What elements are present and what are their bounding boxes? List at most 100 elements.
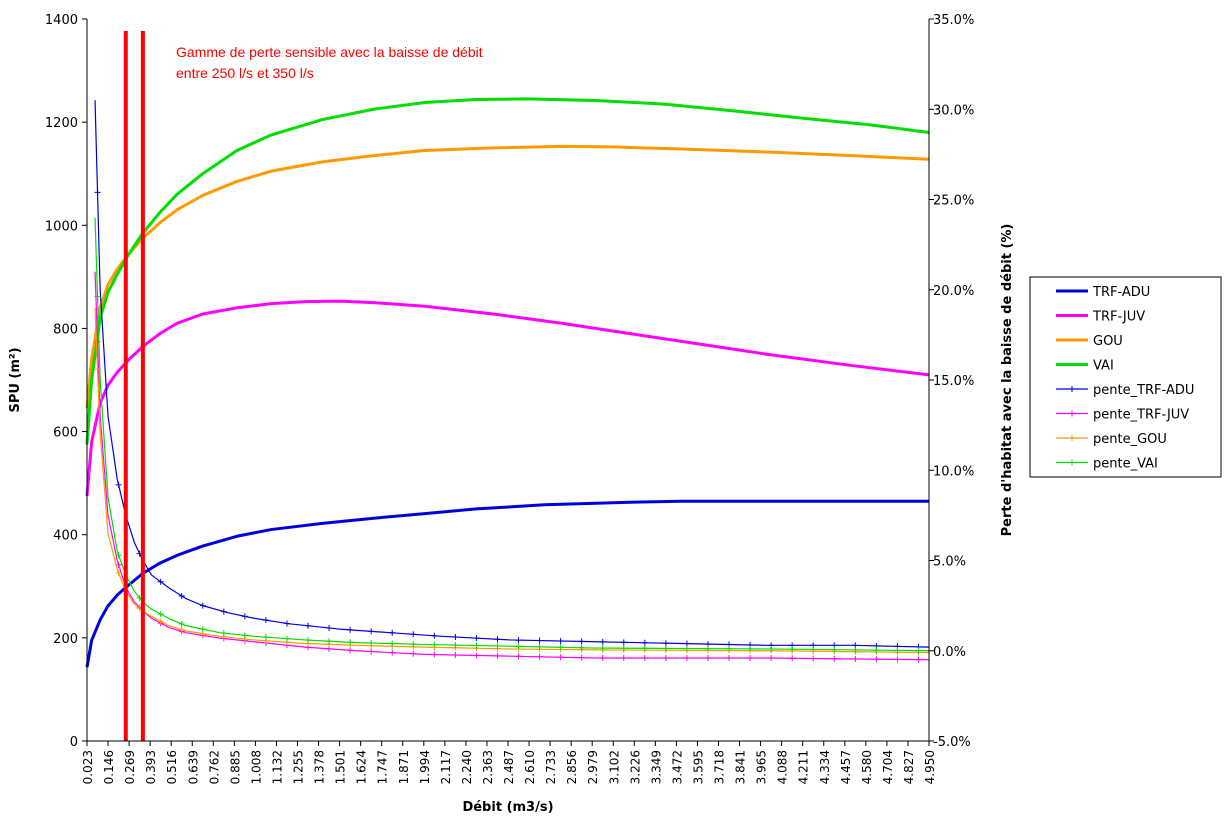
- point-marker-pente-gou: [157, 618, 164, 625]
- x-tick-label: 1.132: [270, 750, 284, 784]
- y-tick-label: 1400: [45, 13, 78, 28]
- point-marker-pente-trf-juv: [494, 652, 501, 659]
- point-marker-pente-vai: [578, 644, 585, 651]
- point-marker-pente-trf-adu: [620, 639, 627, 646]
- point-marker-pente-vai: [431, 641, 438, 648]
- series-line-pente-gou: [94, 307, 930, 654]
- x-tick-label: 3.349: [649, 750, 663, 784]
- point-marker-pente-vai: [115, 552, 122, 559]
- point-marker-pente-vai: [873, 647, 880, 654]
- x-tick-label: 4.211: [797, 750, 811, 784]
- legend-marker-pente-trf-adu: [1069, 386, 1075, 392]
- point-marker-pente-trf-adu: [262, 617, 269, 624]
- x-tick-label: 1.008: [249, 750, 263, 784]
- point-marker-pente-trf-juv: [683, 654, 690, 661]
- point-marker-pente-trf-juv: [389, 649, 396, 656]
- point-marker-pente-trf-adu: [368, 628, 375, 635]
- x-tick-label: 1.501: [334, 750, 348, 784]
- point-marker-pente-trf-juv: [768, 655, 775, 662]
- series-line-pente-trf-juv: [94, 271, 930, 661]
- point-marker-pente-vai: [283, 635, 290, 642]
- point-marker-pente-vai: [178, 620, 185, 627]
- point-marker-pente-vai: [810, 646, 817, 653]
- point-marker-pente-gou: [178, 626, 185, 633]
- series-line-trf-juv: [85, 299, 930, 497]
- x-tick-label: 3.718: [713, 750, 727, 784]
- point-marker-pente-trf-juv: [578, 654, 585, 661]
- point-marker-pente-vai: [599, 645, 606, 652]
- x-tick-label: 0.269: [123, 750, 137, 784]
- point-marker-pente-trf-adu: [389, 629, 396, 636]
- x-tick-label: 0.516: [165, 750, 179, 784]
- y2-tick-label: 5.0%: [933, 555, 966, 570]
- y2-tick-label: 35.0%: [933, 13, 974, 28]
- point-marker-pente-trf-adu: [178, 592, 185, 599]
- annotation-line-1: Gamme de perte sensible avec la baisse d…: [176, 44, 483, 60]
- point-marker-pente-vai: [473, 642, 480, 649]
- point-marker-pente-trf-juv: [831, 655, 838, 662]
- point-marker-pente-trf-adu: [473, 635, 480, 642]
- point-marker-pente-vai: [220, 630, 227, 637]
- point-marker-pente-trf-adu: [94, 189, 101, 196]
- y-tick-label: 0: [70, 735, 78, 750]
- point-marker-pente-vai: [852, 646, 859, 653]
- y-tick-label: 1200: [45, 116, 78, 131]
- x-tick-label: 2.856: [565, 750, 579, 784]
- point-marker-pente-trf-juv: [557, 654, 564, 661]
- point-marker-pente-trf-juv: [473, 652, 480, 659]
- x-tick-label: 0.885: [228, 750, 242, 784]
- series-line-trf-adu: [85, 499, 929, 668]
- legend-label-pente-vai: pente_VAI: [1093, 457, 1158, 472]
- legend: TRF-ADU TRF-JUV GOU VAI pente_TRF-ADU pente_T…: [1029, 276, 1222, 478]
- legend-label-trf-juv: TRF-JUV: [1092, 310, 1145, 325]
- point-marker-pente-trf-adu: [410, 631, 417, 638]
- x-tick-label: 4.704: [881, 750, 895, 784]
- point-marker-pente-trf-adu: [241, 613, 248, 620]
- legend-label-pente-trf-juv: pente_TRF-JUV: [1093, 408, 1189, 423]
- x-tick-label: 4.334: [818, 750, 832, 784]
- point-marker-pente-vai: [894, 647, 901, 654]
- legend-marker-pente-trf-juv: [1069, 410, 1075, 417]
- point-marker-pente-trf-juv: [431, 651, 438, 658]
- legend-label-pente-trf-adu: pente_TRF-ADU: [1093, 383, 1194, 398]
- legend-label-vai: VAI: [1093, 359, 1114, 374]
- point-marker-pente-trf-juv: [599, 654, 606, 661]
- point-marker-pente-vai: [726, 645, 733, 652]
- point-marker-pente-vai: [389, 640, 396, 647]
- point-marker-pente-trf-juv: [704, 654, 711, 661]
- x-tick-label: 3.965: [755, 750, 769, 784]
- x-tick-label: 3.595: [691, 750, 705, 784]
- point-marker-pente-trf-juv: [852, 655, 859, 662]
- point-marker-pente-trf-adu: [599, 638, 606, 645]
- point-marker-pente-trf-juv: [536, 653, 543, 660]
- x-tick-label: 4.827: [902, 750, 916, 784]
- series-line-vai: [85, 97, 930, 445]
- point-marker-pente-trf-juv: [789, 655, 796, 662]
- point-marker-pente-vai: [662, 645, 669, 652]
- x-tick-label: 4.950: [923, 750, 937, 784]
- point-marker-pente-trf-adu: [157, 578, 164, 585]
- point-marker-pente-vai: [915, 647, 922, 654]
- series-layer: [85, 97, 930, 668]
- point-marker-pente-vai: [831, 646, 838, 653]
- plot-area: [87, 19, 929, 741]
- point-marker-pente-trf-adu: [220, 608, 227, 615]
- point-marker-pente-trf-adu: [641, 639, 648, 646]
- x-axis-title: Débit (m3/s): [462, 800, 553, 815]
- legend-label-pente-gou: pente_GOU: [1093, 432, 1167, 447]
- x-tick-label: 2.487: [502, 750, 516, 784]
- y2-tick-label: 15.0%: [933, 374, 974, 389]
- point-marker-pente-vai: [347, 639, 354, 646]
- x-tick-label: 0.762: [207, 750, 221, 784]
- point-marker-pente-trf-adu: [536, 637, 543, 644]
- x-tick-label: 1.871: [397, 750, 411, 784]
- point-marker-pente-trf-adu: [115, 481, 122, 488]
- point-marker-pente-vai: [326, 638, 333, 645]
- point-marker-pente-trf-juv: [347, 647, 354, 654]
- x-tick-label: 3.102: [607, 750, 621, 784]
- x-tick-label: 0.023: [81, 750, 95, 784]
- y2-tick-label: -5.0%: [933, 735, 971, 750]
- point-marker-pente-vai: [641, 645, 648, 652]
- y2-axis-title: Perte d'habitat avec la baisse de débit …: [1000, 224, 1015, 537]
- point-marker-pente-trf-juv: [747, 654, 754, 661]
